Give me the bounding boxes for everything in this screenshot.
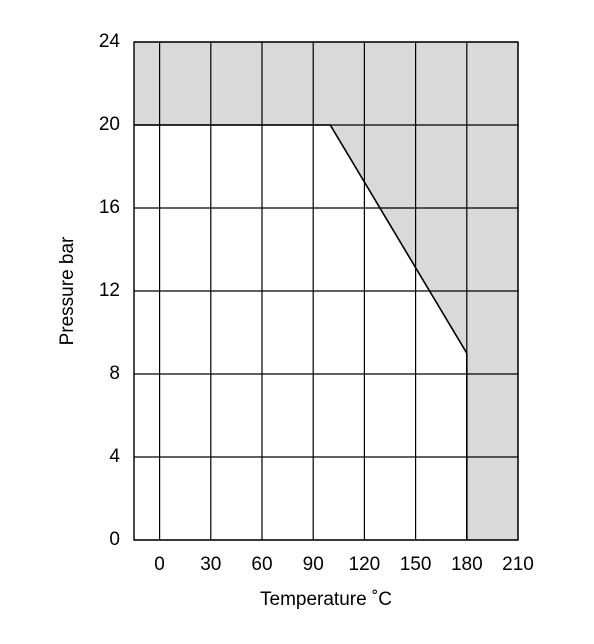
- shaded-region: [134, 42, 518, 540]
- x-tick-label: 0: [154, 554, 165, 575]
- x-tick-label: 90: [303, 554, 324, 575]
- x-tick-label: 180: [451, 554, 483, 575]
- y-tick-label: 16: [99, 197, 120, 218]
- y-tick-label: 4: [109, 446, 120, 467]
- x-axis-label: Temperature ˚C: [260, 589, 392, 610]
- rating-line: [134, 124, 468, 540]
- y-tick-label: 8: [109, 363, 120, 384]
- x-tick-label: 210: [502, 554, 534, 575]
- x-tick-label: 120: [349, 554, 381, 575]
- y-tick-label: 0: [109, 529, 120, 550]
- x-tick-label: 60: [251, 554, 272, 575]
- y-tick-label: 24: [99, 31, 121, 52]
- y-tick-label: 20: [99, 114, 120, 135]
- x-tick-label: 30: [200, 554, 221, 575]
- y-axis-label: Pressure bar: [57, 236, 78, 345]
- y-tick-label: 12: [99, 280, 120, 301]
- x-tick-label: 150: [400, 554, 432, 575]
- plot-frame: [133, 41, 519, 541]
